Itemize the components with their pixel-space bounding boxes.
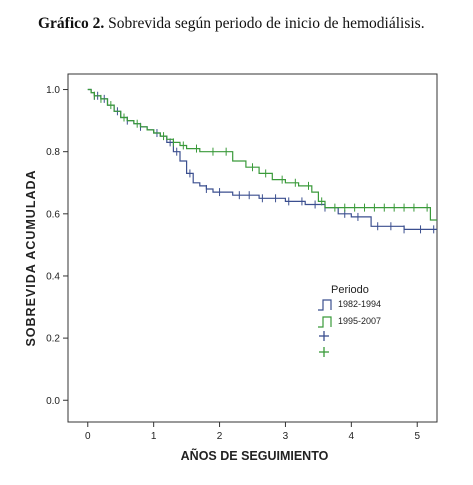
x-axis-title: AÑOS DE SEGUIMIENTO: [181, 448, 329, 463]
y-tick-label: 0.0: [46, 396, 60, 407]
legend-swatch-1982-1994: [318, 299, 332, 311]
y-tick-label: 0.6: [46, 209, 60, 220]
x-tick-label: 0: [85, 431, 91, 442]
y-tick-label: 0.2: [46, 334, 60, 345]
legend-label-1982-1994: 1982-1994: [338, 299, 381, 309]
legend-swatch-1995-2007: [318, 316, 332, 328]
survival-curve-1995-2007: [87, 88, 437, 221]
y-tick-label: 0.4: [46, 271, 60, 282]
x-tick-label: 1: [151, 431, 157, 442]
figure-caption-text: Sobrevida según periodo de inicio de hem…: [104, 15, 425, 32]
legend-label-1995-2007: 1995-2007: [338, 316, 381, 326]
x-tick-label: 2: [217, 431, 223, 442]
y-axis-title: SOBREVIDA ACUMULADA: [24, 169, 38, 346]
legend-title: Periodo: [331, 284, 369, 296]
figure-caption: Gráfico 2. Sobrevida según periodo de in…: [38, 15, 425, 33]
plot-frame: [67, 73, 438, 423]
x-tick-label: 5: [414, 431, 420, 442]
x-tick-label: 4: [349, 431, 355, 442]
figure-caption-label: Gráfico 2.: [38, 15, 105, 32]
x-tick-label: 3: [283, 431, 289, 442]
y-tick-label: 1.0: [46, 85, 60, 96]
y-tick-label: 0.8: [46, 147, 60, 158]
